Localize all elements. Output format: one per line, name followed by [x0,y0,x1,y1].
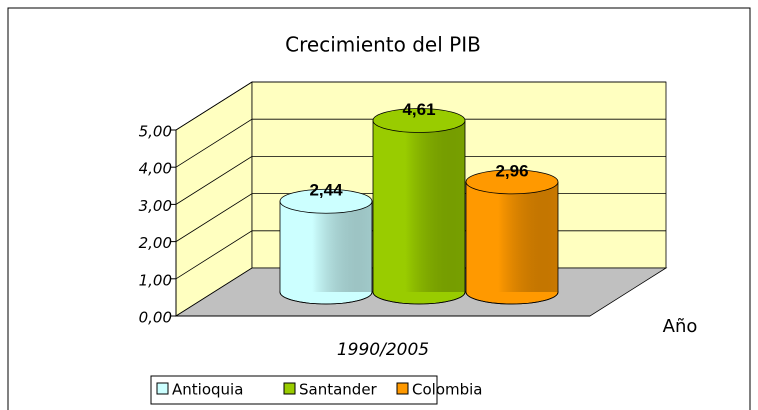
bar-outline [465,181,559,305]
y-tick-label: 1,00 [139,271,172,289]
legend-swatch [396,382,409,395]
y-tick-label: 5,00 [139,123,172,141]
bar-outline [279,201,373,305]
legend-label: Colombia [412,381,483,399]
legend-label: Santander [299,381,378,399]
bar-shade [466,181,558,292]
bar-top [372,108,466,133]
bar-shade [373,120,465,293]
y-tick-label: 4,00 [139,160,172,178]
data-label: 2,44 [309,181,343,200]
grid-line [175,118,666,168]
y-tick-label: 0,00 [139,309,172,327]
bar-top [465,169,559,195]
x-tick-label: 1990/2005 [337,340,429,360]
legend-label: Antioquia [172,381,243,399]
bar-top [279,188,373,214]
grid-line [175,155,666,205]
y-tick-label: 3,00 [139,197,172,215]
chart-border [7,7,751,410]
legend-swatch [156,382,169,395]
data-label: 2,96 [495,161,528,180]
y-tick-label: 2,00 [139,234,172,252]
legend-swatch [283,382,296,395]
chart-title: Crecimiento del PIB [285,33,481,57]
x-axis-label: Año [663,316,698,337]
bar-shade [280,201,372,292]
grid-line [175,81,666,131]
data-label: 4,61 [402,100,435,119]
bar-outline [372,120,466,305]
